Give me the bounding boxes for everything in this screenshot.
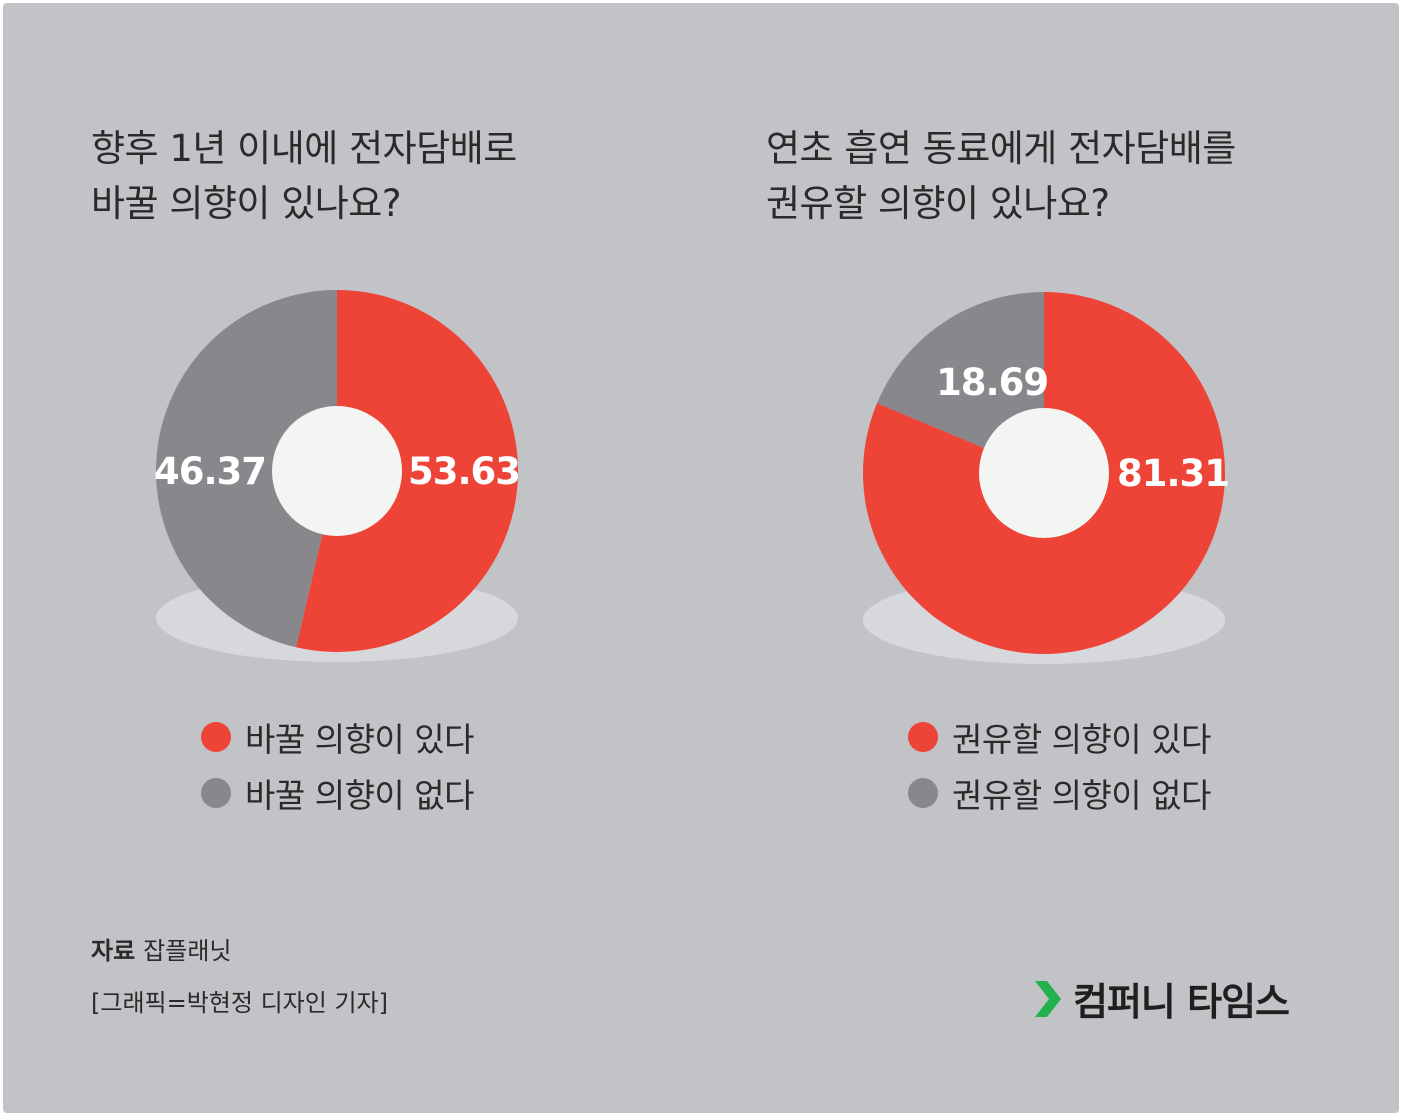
legend-left: 바꿀 의향이 있다 바꿀 의향이 없다 — [201, 709, 475, 821]
legend-swatch-yes — [908, 722, 938, 752]
legend-item-yes: 바꿀 의향이 있다 — [201, 709, 475, 765]
legend-label-yes: 바꿀 의향이 있다 — [245, 720, 475, 759]
legend-label-no: 권유할 의향이 없다 — [952, 776, 1211, 815]
donut-hole — [979, 408, 1109, 538]
data-label-yes: 53.63 — [408, 450, 520, 493]
legend-label-no: 바꿀 의향이 없다 — [245, 776, 475, 815]
chart-title-left: 향후 1년 이내에 전자담배로 바꿀 의향이 있나요? — [91, 121, 517, 231]
chevron-right-icon — [1035, 980, 1061, 1017]
pie-slice-no — [156, 290, 337, 648]
legend-label-yes: 권유할 의향이 있다 — [952, 720, 1211, 759]
source-label: 자료 — [91, 937, 136, 965]
legend-swatch-yes — [201, 722, 231, 752]
donut-chart-right: 81.31 18.69 — [862, 292, 1230, 664]
brand-logo: 컴퍼니 타임스 — [1033, 971, 1290, 1026]
chart-title-right-line-1: 연초 흡연 동료에게 전자담배를 — [766, 127, 1236, 170]
legend-right: 권유할 의향이 있다 권유할 의향이 없다 — [908, 709, 1211, 821]
source-value: 잡플래닛 — [143, 937, 232, 965]
data-label-no: 46.37 — [154, 450, 266, 493]
brand-name: 컴퍼니 타임스 — [1073, 980, 1290, 1024]
chart-title-right-line-2: 권유할 의향이 있나요? — [766, 182, 1110, 225]
donut-chart-left: 53.63 46.37 — [154, 290, 521, 662]
data-label-yes: 81.31 — [1117, 452, 1229, 495]
legend-swatch-no — [908, 778, 938, 808]
chart-title-left-line-1: 향후 1년 이내에 전자담배로 — [91, 127, 517, 170]
legend-item-yes: 권유할 의향이 있다 — [908, 709, 1211, 765]
infographic-card: 향후 1년 이내에 전자담배로 바꿀 의향이 있나요? 연초 흡연 동료에게 전… — [3, 3, 1399, 1113]
pie-slice-yes — [296, 290, 519, 652]
legend-item-no: 권유할 의향이 없다 — [908, 765, 1211, 821]
chart-title-left-line-2: 바꿀 의향이 있나요? — [91, 182, 401, 225]
graphic-credit: [그래픽=박현정 디자인 기자] — [91, 989, 388, 1017]
legend-item-no: 바꿀 의향이 없다 — [201, 765, 475, 821]
data-label-no: 18.69 — [936, 361, 1048, 404]
legend-swatch-no — [201, 778, 231, 808]
chart-title-right: 연초 흡연 동료에게 전자담배를 권유할 의향이 있나요? — [766, 121, 1236, 231]
data-source: 자료 잡플래닛 — [91, 931, 232, 966]
donut-hole — [272, 406, 402, 536]
